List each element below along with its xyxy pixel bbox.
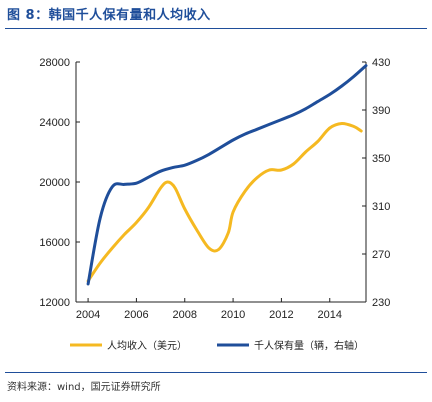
ownership-series-line xyxy=(86,64,368,286)
income-series-line xyxy=(86,121,363,283)
left-tick-label: 20000 xyxy=(39,177,70,189)
x-tick-label: 2006 xyxy=(124,309,148,321)
x-tick-label: 2008 xyxy=(173,309,197,321)
right-tick-label: 230 xyxy=(372,297,390,309)
source-divider xyxy=(5,372,427,373)
left-tick-label: 12000 xyxy=(39,297,70,309)
chart: 12000 16000 20000 24000 28000 230 270 310 350 390… xyxy=(39,57,390,352)
left-tick-label: 16000 xyxy=(39,237,70,249)
right-tick-label: 270 xyxy=(372,249,390,261)
x-tick-label: 2010 xyxy=(221,309,245,321)
legend-ownership-label: 千人保有量（辆，右轴） xyxy=(254,339,364,352)
title-divider xyxy=(5,28,427,29)
right-tick-label: 390 xyxy=(372,105,390,117)
right-tick-label: 430 xyxy=(372,57,390,69)
right-tick-label: 350 xyxy=(372,153,390,165)
source-note: 资料来源：wind，国元证券研究所 xyxy=(7,382,161,393)
x-tick-label: 2004 xyxy=(76,309,100,321)
left-tick-label: 28000 xyxy=(39,57,70,69)
legend-income-label: 人均收入（美元） xyxy=(107,339,187,352)
figure-title: 图 8：韩国千人保有量和人均收入 xyxy=(7,8,211,23)
x-tick-label: 2014 xyxy=(318,309,342,321)
right-tick-label: 310 xyxy=(372,201,390,213)
left-tick-label: 24000 xyxy=(39,117,70,129)
x-tick-label: 2012 xyxy=(269,309,293,321)
